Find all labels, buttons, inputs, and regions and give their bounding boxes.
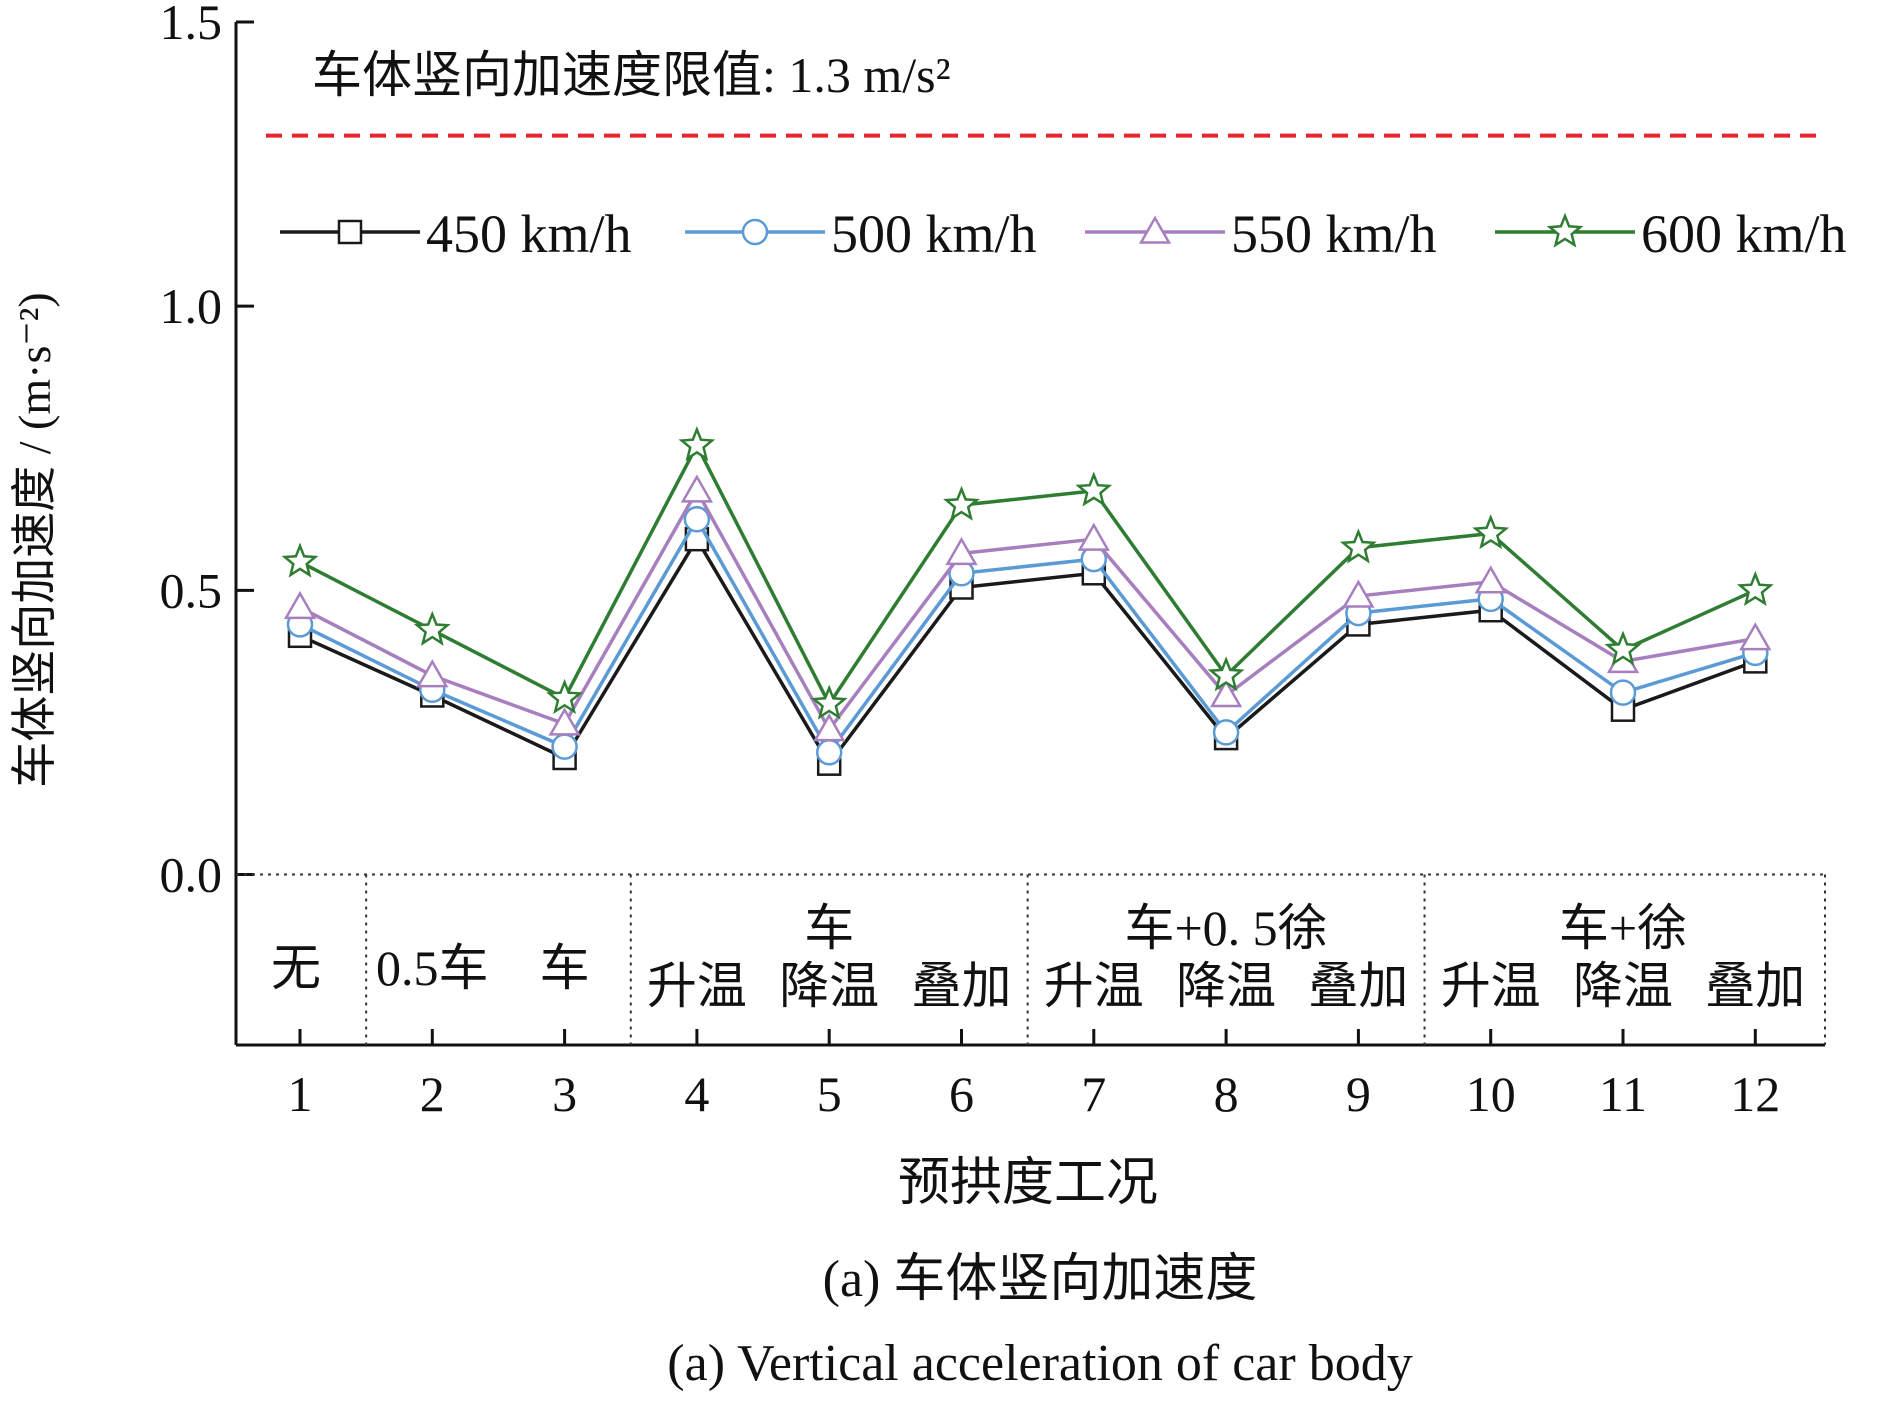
data-point [683, 506, 711, 533]
y-tick-label: 1.5 [160, 0, 223, 50]
caption-cn: (a) 车体竖向加速度 [823, 1251, 1258, 1308]
x-tick-label: 1 [288, 1066, 313, 1122]
data-point [1604, 630, 1642, 666]
legend-label: 450 km/h [426, 204, 632, 264]
data-point [943, 485, 980, 521]
data-point [283, 590, 317, 620]
x-tick-label: 6 [949, 1066, 974, 1122]
data-point [810, 684, 848, 720]
condition-label: 叠加 [912, 958, 1012, 1014]
y-tick-label: 1.0 [160, 278, 223, 334]
x-tick-label: 11 [1599, 1066, 1647, 1122]
data-point [1739, 622, 1772, 651]
data-point [413, 610, 451, 646]
condition-label: 降温 [779, 958, 879, 1014]
legend-marker [337, 219, 363, 245]
legend-label: 600 km/h [1641, 204, 1847, 264]
data-point [945, 536, 978, 566]
x-tick-label: 4 [684, 1066, 709, 1122]
series-line-2 [299, 515, 1756, 756]
x-tick-label: 5 [817, 1066, 842, 1122]
x-tick-label: 10 [1466, 1066, 1516, 1122]
data-point [546, 678, 584, 715]
legend-label: 550 km/h [1231, 204, 1437, 264]
x-tick-label: 8 [1214, 1066, 1239, 1122]
data-point [1075, 471, 1113, 507]
data-point [1212, 719, 1240, 746]
condition-group-title: 车+徐 [1559, 900, 1687, 956]
condition-label: 叠加 [1308, 958, 1408, 1014]
data-point [1474, 565, 1507, 594]
data-point [1340, 528, 1377, 564]
data-point [1342, 579, 1375, 608]
y-axis-title: 车体竖向加速度 / (m·s⁻²) [9, 292, 60, 788]
condition-label: 0.5车 [376, 940, 489, 996]
data-point [1207, 656, 1245, 692]
data-point [551, 733, 578, 760]
data-point [548, 707, 581, 736]
legend-marker [741, 218, 769, 246]
data-point [678, 426, 716, 462]
data-point [1472, 514, 1510, 550]
x-axis-title: 预拱度工况 [898, 1155, 1158, 1212]
data-point [1209, 678, 1243, 708]
condition-label: 降温 [1573, 958, 1673, 1014]
data-point [281, 542, 319, 578]
condition-label: 升温 [647, 958, 747, 1014]
x-tick-label: 7 [1081, 1066, 1106, 1122]
condition-group-title: 车 [804, 900, 854, 956]
y-tick-label: 0.5 [160, 562, 223, 618]
legend-marker [1546, 212, 1584, 248]
data-point [1077, 522, 1110, 551]
x-tick-label: 12 [1730, 1066, 1780, 1122]
condition-group-title: 车+0. 5徐 [1124, 900, 1327, 956]
data-point [680, 474, 714, 503]
x-tick-label: 3 [552, 1066, 577, 1122]
data-point [813, 713, 846, 742]
condition-label: 升温 [1044, 958, 1144, 1014]
y-tick-label: 0.0 [160, 847, 223, 903]
condition-label: 叠加 [1705, 958, 1805, 1014]
data-point [815, 739, 843, 766]
limit-label: 车体竖向加速度限值: 1.3 m/s² [312, 47, 951, 103]
data-point [1736, 570, 1774, 607]
condition-label: 无 [271, 940, 321, 996]
x-tick-label: 2 [420, 1066, 445, 1122]
data-point [416, 659, 449, 688]
condition-label: 车 [540, 940, 590, 996]
series-line-1 [299, 535, 1756, 767]
legend-label: 500 km/h [831, 204, 1037, 264]
condition-label: 升温 [1441, 958, 1541, 1014]
condition-label: 降温 [1176, 958, 1276, 1014]
x-tick-label: 9 [1346, 1066, 1371, 1122]
caption-en: (a) Vertical acceleration of car body [667, 1335, 1412, 1392]
series-line-4 [299, 441, 1757, 708]
series-line-3 [299, 487, 1756, 733]
data-point [1609, 679, 1637, 706]
legend-marker [1138, 215, 1172, 244]
